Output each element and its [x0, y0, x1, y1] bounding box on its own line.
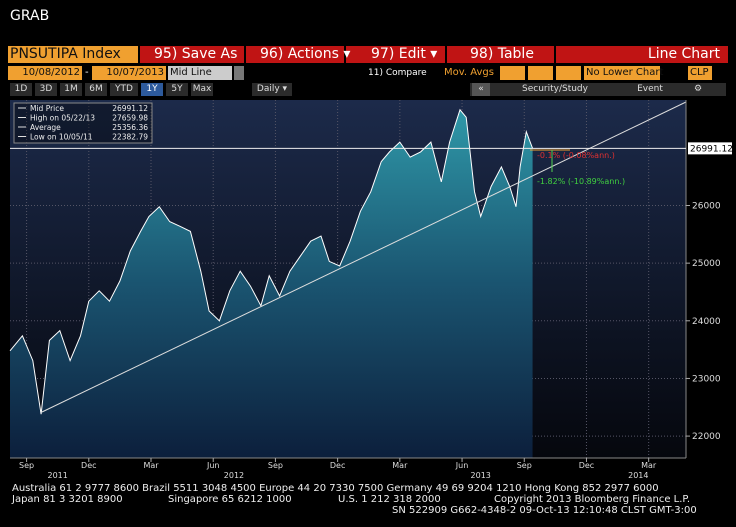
legend-label: Low on 10/05/11 [30, 133, 93, 142]
nav-button[interactable]: « [472, 83, 490, 96]
footer-line: U.S. 1 212 318 2000 [338, 494, 441, 505]
period-button[interactable]: YTD [110, 83, 138, 96]
annotation: -1.82% (-10.89%ann.) [537, 177, 625, 186]
period-button[interactable]: 1M [60, 83, 82, 96]
y-tick-label: 26000 [692, 201, 721, 211]
x-year-label: 2014 [628, 471, 648, 480]
x-year-label: 2013 [471, 471, 491, 480]
footer-line: SN 522909 G662-4348-2 09-Oct-13 12:10:48… [392, 505, 697, 516]
x-tick-label: Sep [19, 461, 34, 470]
footer-line: Japan 81 3 3201 8900 [12, 494, 123, 505]
legend-value: 26991.12 [112, 104, 148, 113]
last-price-label: 26991.12 [690, 144, 733, 154]
x-tick-label: Mar [392, 461, 408, 470]
chart-type[interactable]: Line Chart [647, 46, 720, 62]
x-tick-label: Sep [517, 461, 532, 470]
toolbar-button[interactable]: 97) Edit ▾ [357, 46, 447, 63]
toolbar-button[interactable]: 98) Table [456, 46, 556, 63]
tool-button[interactable]: Security/Study [510, 83, 600, 96]
line-mode[interactable]: Mid Line [168, 66, 232, 80]
chart: 22000 23000 24000 25000 26000 Sep Dec Mar Jun Sep… [9, 100, 733, 480]
field[interactable] [556, 66, 581, 80]
date-separator: - [85, 67, 89, 78]
annotation: -0.1% (-0.08%ann.) [537, 151, 615, 160]
security-field[interactable]: PNSUTIPA Index [8, 46, 138, 63]
footer-line: Copyright 2013 Bloomberg Finance L.P. [494, 494, 691, 505]
x-tick-label: Jun [455, 461, 469, 470]
y-tick-label: 23000 [692, 374, 721, 384]
area [10, 109, 533, 459]
period-button[interactable]: 1Y [141, 83, 163, 96]
start-date[interactable]: 10/08/2012 [8, 66, 82, 80]
last-price-box [688, 142, 732, 155]
legend-box [13, 102, 153, 144]
period-button[interactable]: Max [191, 83, 213, 96]
footer-line: Australia 61 2 9777 8600 Brazil 5511 304… [12, 483, 659, 494]
x-tick-label: Sep [268, 461, 283, 470]
legend-value: 25356.36 [112, 123, 148, 132]
x-tick-label: Mar [641, 461, 657, 470]
x-tick-label: Jun [206, 461, 220, 470]
dropdown-arrow[interactable] [234, 66, 244, 80]
x-year-label: 2012 [224, 471, 244, 480]
period-button[interactable]: 1D [10, 83, 32, 96]
period-button[interactable]: 5Y [166, 83, 188, 96]
legend-label: High on 05/22/13 [30, 114, 95, 123]
tool-button[interactable]: Event [620, 83, 680, 96]
settings-gear[interactable]: ⚙ [688, 83, 708, 96]
line [9, 108, 534, 415]
window-title: GRAB [10, 8, 50, 24]
compare-button[interactable]: 11) Compare [368, 68, 427, 78]
legend-value: 27659.98 [112, 114, 148, 123]
legend-label: Mid Price [30, 104, 64, 113]
legend: Mid Price 26991.12 High on 05/22/13 27659.9… [13, 102, 153, 144]
x-tick-label: Dec [81, 461, 96, 470]
footer-line: Singapore 65 6212 1000 [168, 494, 292, 505]
toolbar-button[interactable]: 96) Actions ▾ [246, 46, 350, 63]
x-tick-label: Dec [579, 461, 594, 470]
frequency[interactable]: Daily ▾ [252, 83, 292, 96]
currency[interactable]: CLP [688, 66, 712, 80]
lower-chart[interactable]: No Lower Chart [584, 66, 664, 80]
mov-avgs[interactable]: Mov. Avgs [444, 67, 494, 78]
x-tick-label: Mar [143, 461, 159, 470]
y-tick-label: 25000 [692, 259, 721, 269]
period-button[interactable]: 6M [85, 83, 107, 96]
y-tick-label: 22000 [692, 432, 721, 442]
period-button[interactable]: 3D [35, 83, 57, 96]
legend-label: Average [30, 123, 61, 132]
x-year-label: 2011 [48, 471, 68, 480]
trend-line [41, 101, 687, 413]
y-tick-label: 24000 [692, 317, 721, 327]
end-date[interactable]: 10/07/2013 [92, 66, 166, 80]
field[interactable] [500, 66, 525, 80]
x-tick-label: Dec [330, 461, 345, 470]
legend-value: 22382.79 [112, 133, 148, 142]
toolbar-button[interactable]: 95) Save As [140, 46, 246, 63]
field[interactable] [528, 66, 553, 80]
